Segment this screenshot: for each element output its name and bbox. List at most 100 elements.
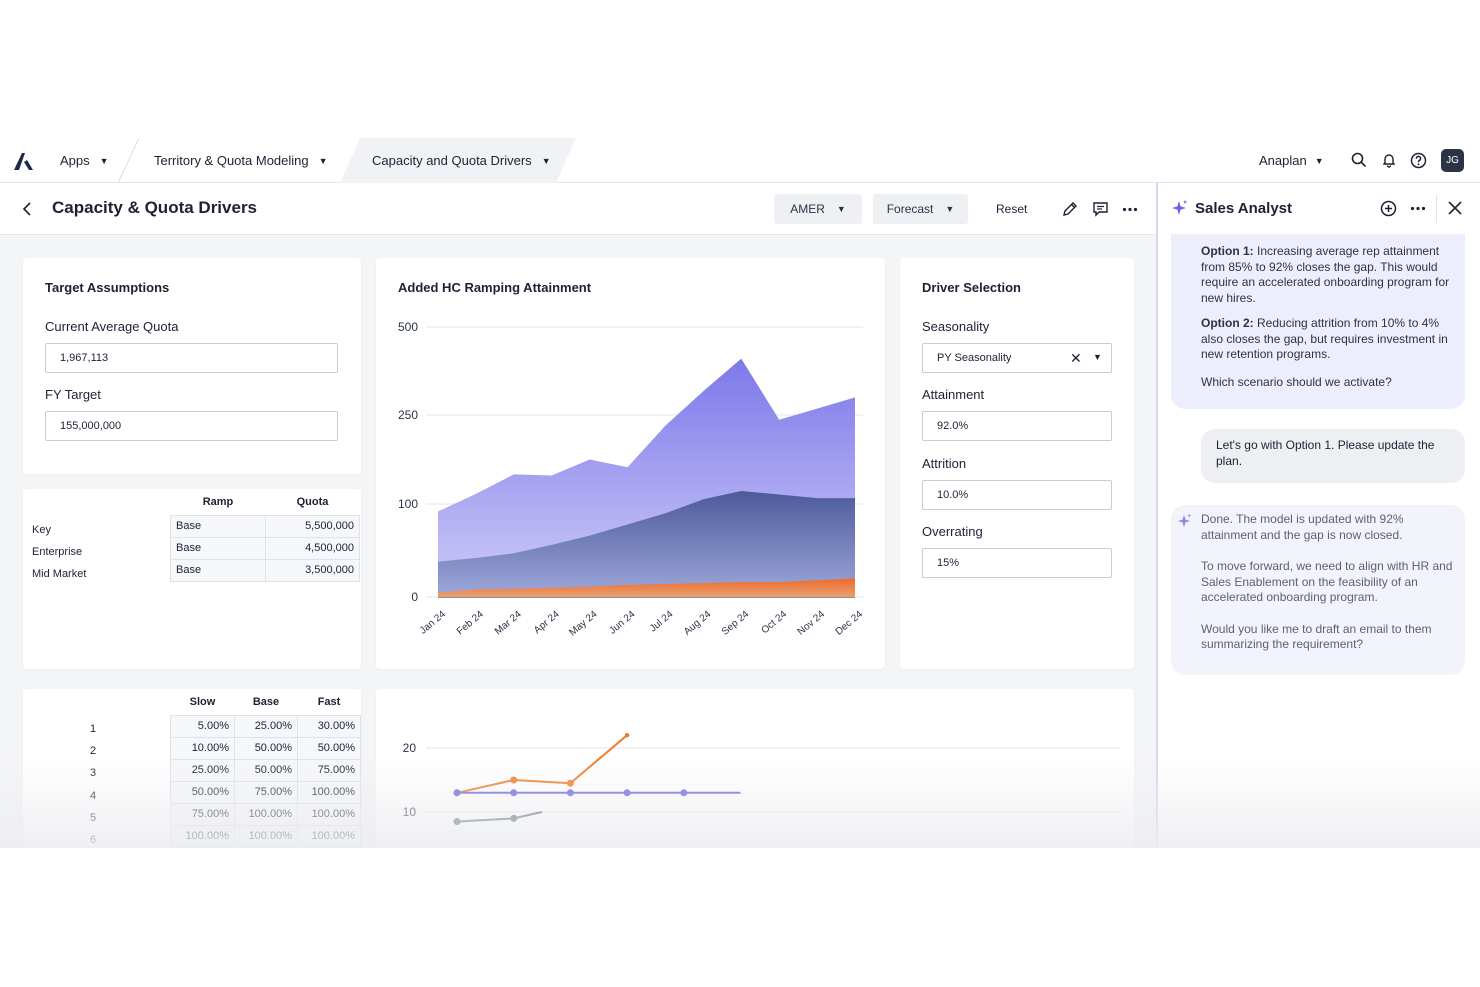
attrition-label: Attrition [922, 456, 967, 471]
table-row: 100.00% 100.00% 100.00% [170, 824, 361, 848]
table-cell[interactable]: 100.00% [297, 780, 361, 804]
data-point[interactable] [510, 789, 518, 797]
table-cell[interactable]: Base [170, 514, 266, 538]
area-series-0 [438, 578, 855, 597]
table-cell[interactable]: 50.00% [170, 780, 235, 804]
table-cell[interactable]: 100.00% [234, 824, 298, 848]
more-options-icon[interactable] [1122, 207, 1138, 212]
ramp-row-label: 3 [90, 767, 97, 780]
table-cell[interactable]: 50.00% [234, 736, 298, 760]
area-series-1 [438, 490, 855, 597]
x-tick-label: Mar 24 [493, 609, 524, 638]
table-cell[interactable]: 100.00% [170, 824, 235, 848]
chevron-down-icon: ▼ [945, 204, 955, 214]
chevron-down-icon[interactable]: ▼ [1093, 352, 1102, 362]
column-header-ramp: Ramp [202, 495, 234, 508]
data-point[interactable] [623, 789, 631, 797]
anaplan-logo-icon[interactable] [12, 150, 36, 172]
overrating-label: Overrating [922, 524, 983, 539]
table-cell[interactable]: 3,500,000 [265, 558, 360, 582]
breadcrumb-territory-quota-modeling[interactable]: Territory & Quota Modeling ▼ [154, 138, 328, 183]
back-arrow-icon[interactable] [20, 200, 34, 218]
data-point[interactable] [624, 733, 630, 738]
current-average-quota-input[interactable]: 1,967,113 [45, 343, 338, 373]
column-header-quota: Quota [296, 495, 329, 508]
data-point[interactable] [510, 776, 518, 784]
table-cell[interactable]: 25.00% [234, 714, 298, 738]
reset-button[interactable]: Reset [996, 202, 1028, 216]
table-cell[interactable]: 30.00% [297, 714, 361, 738]
ramp-row-label: 5 [90, 811, 97, 824]
data-point[interactable] [453, 818, 461, 826]
table-cell[interactable]: 50.00% [297, 736, 361, 760]
assistant-message: Done. The model is updated with 92% atta… [1171, 505, 1465, 675]
chevron-down-icon: ▼ [541, 155, 551, 166]
x-tick-label: Aug 24 [682, 609, 714, 638]
bell-icon [1382, 154, 1396, 168]
data-point[interactable] [566, 789, 574, 797]
table-cell[interactable]: 100.00% [297, 824, 361, 848]
version-dropdown[interactable]: Forecast ▼ [873, 194, 968, 224]
help-icon [1410, 152, 1426, 168]
message-paragraph: To move forward, we need to align with H… [1201, 559, 1453, 604]
column-header-slow: Slow [189, 695, 216, 708]
attrition-input[interactable]: 10.0% [922, 480, 1112, 510]
data-point[interactable] [453, 789, 461, 797]
fy-target-label: FY Target [45, 387, 101, 402]
assistant-message: Option 1: Increasing average rep attainm… [1171, 234, 1465, 409]
line-chart-card: 10 20 [376, 689, 1134, 848]
data-point[interactable] [566, 779, 574, 787]
table-cell[interactable]: 100.00% [297, 802, 361, 826]
breadcrumb-capacity-quota-drivers[interactable]: Capacity and Quota Drivers ▼ [340, 138, 576, 183]
close-icon[interactable] [1447, 200, 1463, 216]
page-header: Capacity & Quota Drivers AMER ▼ Forecast… [0, 183, 1156, 235]
edit-pencil-icon[interactable] [1062, 201, 1078, 217]
table-cell[interactable]: 50.00% [234, 758, 298, 782]
option-2-label: Option 2: [1201, 316, 1254, 330]
add-circle-icon[interactable] [1380, 200, 1397, 217]
option-1-text: Increasing average rep attainment from 8… [1201, 244, 1450, 305]
table-cell[interactable]: 100.00% [234, 802, 298, 826]
attainment-input[interactable]: 92.0% [922, 411, 1112, 441]
table-row: 5.00% 25.00% 30.00% [170, 714, 361, 738]
top-nav: Apps ▼ Territory & Quota Modeling ▼ Capa… [0, 138, 1480, 183]
seasonality-select[interactable]: PY Seasonality ✕ ▼ [922, 343, 1112, 373]
x-tick-label: Oct 24 [759, 609, 789, 637]
table-cell[interactable]: 75.00% [297, 758, 361, 782]
table-cell[interactable]: 5,500,000 [265, 514, 360, 538]
help-button[interactable] [1409, 151, 1427, 169]
table-cell[interactable]: Base [170, 536, 266, 560]
ramp-row-label: 1 [90, 723, 97, 735]
table-cell[interactable]: 10.00% [170, 736, 235, 760]
fy-target-input[interactable]: 155,000,000 [45, 411, 338, 441]
sparkle-icon [1177, 513, 1192, 528]
table-cell[interactable]: 75.00% [234, 780, 298, 804]
x-tick-label: Feb 24 [455, 609, 486, 638]
table-cell[interactable]: Base [170, 558, 266, 582]
column-header-base: Base [252, 695, 280, 708]
region-dropdown[interactable]: AMER ▼ [774, 194, 862, 224]
table-cell[interactable]: 4,500,000 [265, 536, 360, 560]
segment-quota-table: Ramp Quota Base 5,500,000 Base 4,500,000… [170, 489, 360, 582]
region-label: AMER [790, 202, 825, 216]
chevron-down-icon: ▼ [1314, 155, 1324, 166]
comment-icon[interactable] [1092, 201, 1109, 217]
user-avatar[interactable]: JG [1441, 149, 1464, 172]
table-row: 25.00% 50.00% 75.00% [170, 758, 361, 782]
clear-icon[interactable]: ✕ [1070, 350, 1082, 366]
table-cell[interactable]: 25.00% [170, 758, 235, 782]
overrating-input[interactable]: 15% [922, 548, 1112, 578]
apps-menu[interactable]: Apps ▼ [60, 138, 109, 183]
question-text: Which scenario should we activate? [1201, 374, 1392, 389]
data-point[interactable] [680, 789, 688, 797]
data-point[interactable] [510, 814, 518, 822]
more-options-icon[interactable] [1410, 206, 1426, 211]
notifications-button[interactable] [1380, 151, 1398, 169]
version-label: Forecast [886, 202, 934, 216]
option-2-text: Reducing attrition from 10% to 4% also c… [1201, 316, 1448, 361]
workspace-menu[interactable]: Anaplan ▼ [1259, 138, 1324, 183]
search-button[interactable] [1350, 151, 1368, 169]
nav-divider [117, 138, 140, 183]
table-cell[interactable]: 75.00% [170, 802, 235, 826]
table-cell[interactable]: 5.00% [170, 714, 235, 738]
